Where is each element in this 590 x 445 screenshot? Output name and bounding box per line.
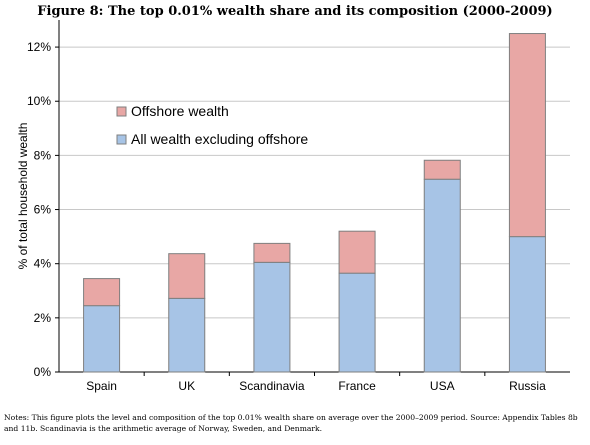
y-tick-label: 8% <box>34 148 52 162</box>
y-tick-label: 2% <box>34 311 52 325</box>
x-category-label: UK <box>178 379 195 393</box>
y-tick-label: 10% <box>27 94 51 108</box>
y-axis-label: % of total household wealth <box>16 123 30 270</box>
x-category-label: Scandinavia <box>239 379 305 393</box>
x-category-label: USA <box>430 379 455 393</box>
bar-segment-offshore <box>83 278 121 307</box>
legend-swatch-offshore <box>116 106 127 117</box>
legend-label: All wealth excluding offshore <box>131 131 308 147</box>
x-category-label: Spain <box>86 379 117 393</box>
y-tick-label: 4% <box>34 257 52 271</box>
figure-title: Figure 8: The top 0.01% wealth share and… <box>37 4 553 19</box>
bar-segment-offshore <box>423 159 461 180</box>
y-tick-label: 0% <box>34 365 52 379</box>
x-category-label: Russia <box>509 379 546 393</box>
bar-segment-excluding-offshore <box>423 178 461 373</box>
x-category-label: France <box>338 379 376 393</box>
chart: 0% 2% 4% 6% 8% 10% 12% % of total household wea… <box>16 20 570 393</box>
bar-segment-offshore <box>508 33 546 238</box>
bar-segment-offshore <box>338 230 376 274</box>
y-tick-label: 12% <box>27 40 51 54</box>
bar-segment-excluding-offshore <box>508 236 546 373</box>
bar-segment-offshore <box>253 242 291 263</box>
bar-segment-excluding-offshore <box>83 305 121 373</box>
figure-notes: Notes: This figure plots the level and c… <box>4 413 578 433</box>
y-tick-label: 6% <box>34 203 52 217</box>
bar-segment-excluding-offshore <box>253 261 291 373</box>
legend-label: Offshore wealth <box>131 103 229 119</box>
bar-segment-offshore <box>168 253 206 299</box>
bar-segment-excluding-offshore <box>338 272 376 373</box>
legend-swatch-excluding-offshore <box>116 134 127 145</box>
bar-segment-excluding-offshore <box>168 297 206 373</box>
